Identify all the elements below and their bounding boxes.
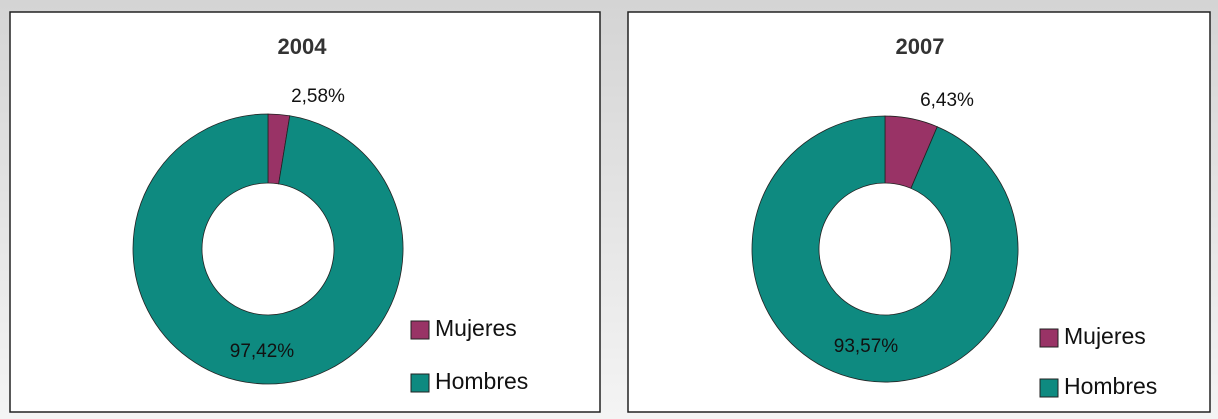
legend-label: Mujeres bbox=[435, 315, 517, 341]
legend-swatch bbox=[410, 373, 430, 393]
data-label: 93,57% bbox=[834, 336, 899, 357]
legend-swatch bbox=[1039, 378, 1059, 398]
legend-label: Hombres bbox=[1064, 373, 1157, 399]
chart-title: 2004 bbox=[278, 34, 328, 59]
legend-label: Hombres bbox=[435, 368, 528, 394]
legend-label: Mujeres bbox=[1064, 323, 1146, 349]
data-label: 97,42% bbox=[230, 341, 295, 362]
data-label: 2,58% bbox=[291, 86, 345, 107]
data-label: 6,43% bbox=[920, 90, 974, 111]
donut-segment bbox=[751, 115, 1019, 383]
legend-swatch bbox=[1039, 328, 1059, 348]
legend-swatch bbox=[410, 320, 430, 340]
chart-title: 2007 bbox=[896, 34, 945, 59]
donut-segment bbox=[132, 113, 404, 385]
